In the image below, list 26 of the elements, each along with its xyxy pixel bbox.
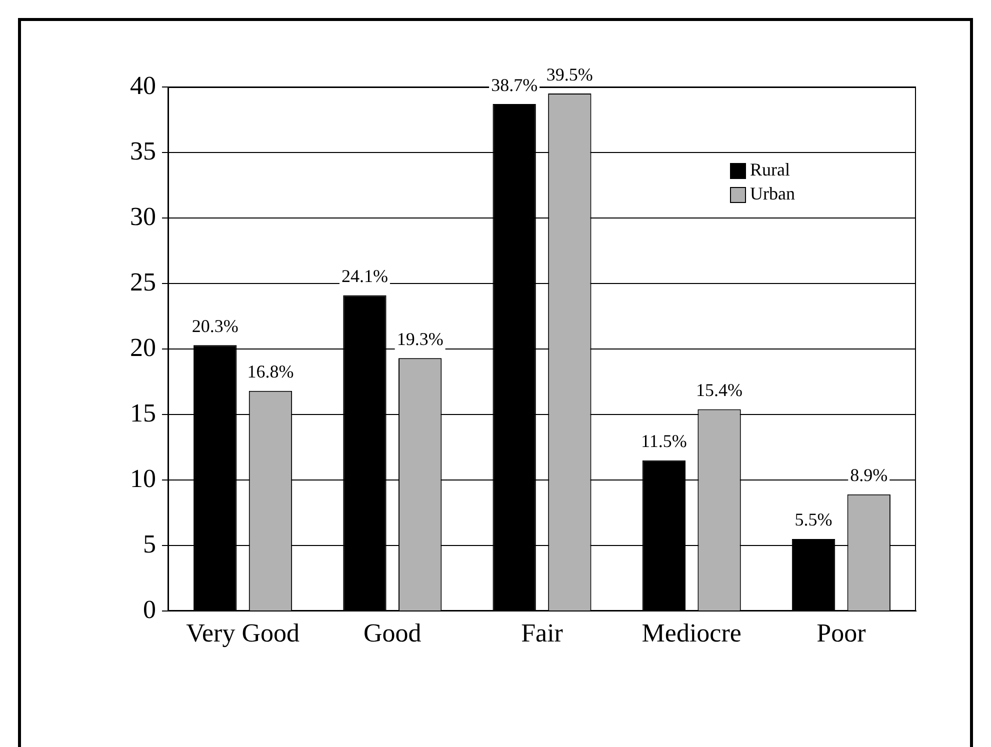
y-tick-label: 25: [130, 267, 156, 296]
legend-label: Urban: [750, 184, 795, 204]
y-tick-label: 20: [130, 332, 156, 362]
y-tick-label: 10: [130, 464, 156, 493]
data-label: 8.9%: [850, 465, 888, 486]
data-label: 19.3%: [396, 328, 444, 349]
data-label: 20.3%: [192, 316, 238, 336]
y-tick-label: 35: [130, 136, 156, 166]
data-label: 5.5%: [794, 510, 832, 530]
data-label: 38.7%: [491, 74, 538, 95]
x-tick-label: Very Good: [186, 618, 300, 648]
data-label: 39.5%: [546, 64, 593, 84]
y-tick-label: 0: [143, 594, 156, 624]
x-tick-label: Fair: [521, 618, 564, 648]
data-label: 15.4%: [696, 380, 743, 400]
legend-label: Rural: [750, 160, 790, 180]
y-tick-label: 5: [143, 529, 156, 558]
y-tick-label: 40: [130, 70, 156, 100]
y-tick-label: 15: [130, 398, 156, 428]
data-label: 24.1%: [341, 266, 388, 286]
data-label: 16.8%: [247, 362, 294, 382]
y-tick-label: 30: [130, 202, 156, 231]
x-tick-label: Poor: [816, 618, 866, 648]
x-tick-label: Good: [364, 618, 422, 648]
x-tick-label: Mediocre: [642, 618, 742, 648]
data-label: 11.5%: [641, 431, 687, 452]
